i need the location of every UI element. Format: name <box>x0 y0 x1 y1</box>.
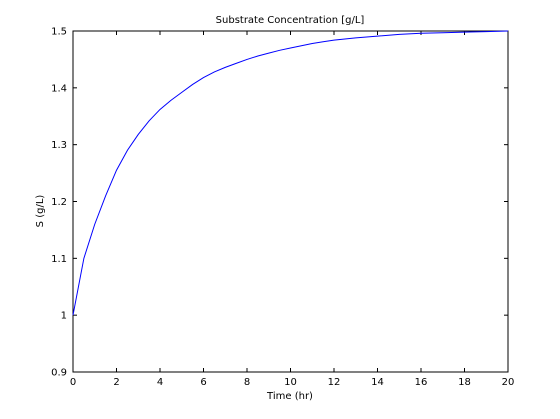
x-tick-label: 20 <box>502 377 515 388</box>
x-tick-label: 4 <box>157 377 163 388</box>
plot-frame <box>73 31 508 372</box>
x-tick-label: 2 <box>113 377 119 388</box>
y-tick-label: 1.3 <box>51 140 67 151</box>
x-tick-label: 0 <box>70 377 76 388</box>
x-tick-label: 18 <box>458 377 471 388</box>
x-tick-label: 16 <box>415 377 428 388</box>
y-axis-label: S (g/L) <box>35 195 46 228</box>
y-tick-label: 1 <box>61 311 67 322</box>
y-tick-label: 1.4 <box>51 83 67 94</box>
y-tick-label: 1.2 <box>51 197 67 208</box>
x-axis-label: Time (hr) <box>266 391 313 402</box>
y-tick-label: 1.5 <box>51 27 67 38</box>
x-tick-label: 6 <box>200 377 206 388</box>
y-tick-label: 1.1 <box>51 254 67 265</box>
plot-area <box>73 31 508 372</box>
x-tick-label: 10 <box>284 377 297 388</box>
y-tick-label: 0.9 <box>51 368 67 379</box>
x-tick-label: 8 <box>244 377 250 388</box>
x-tick-label: 14 <box>371 377 384 388</box>
chart-title: Substrate Concentration [g/L] <box>216 15 365 26</box>
x-tick-label: 12 <box>328 377 341 388</box>
